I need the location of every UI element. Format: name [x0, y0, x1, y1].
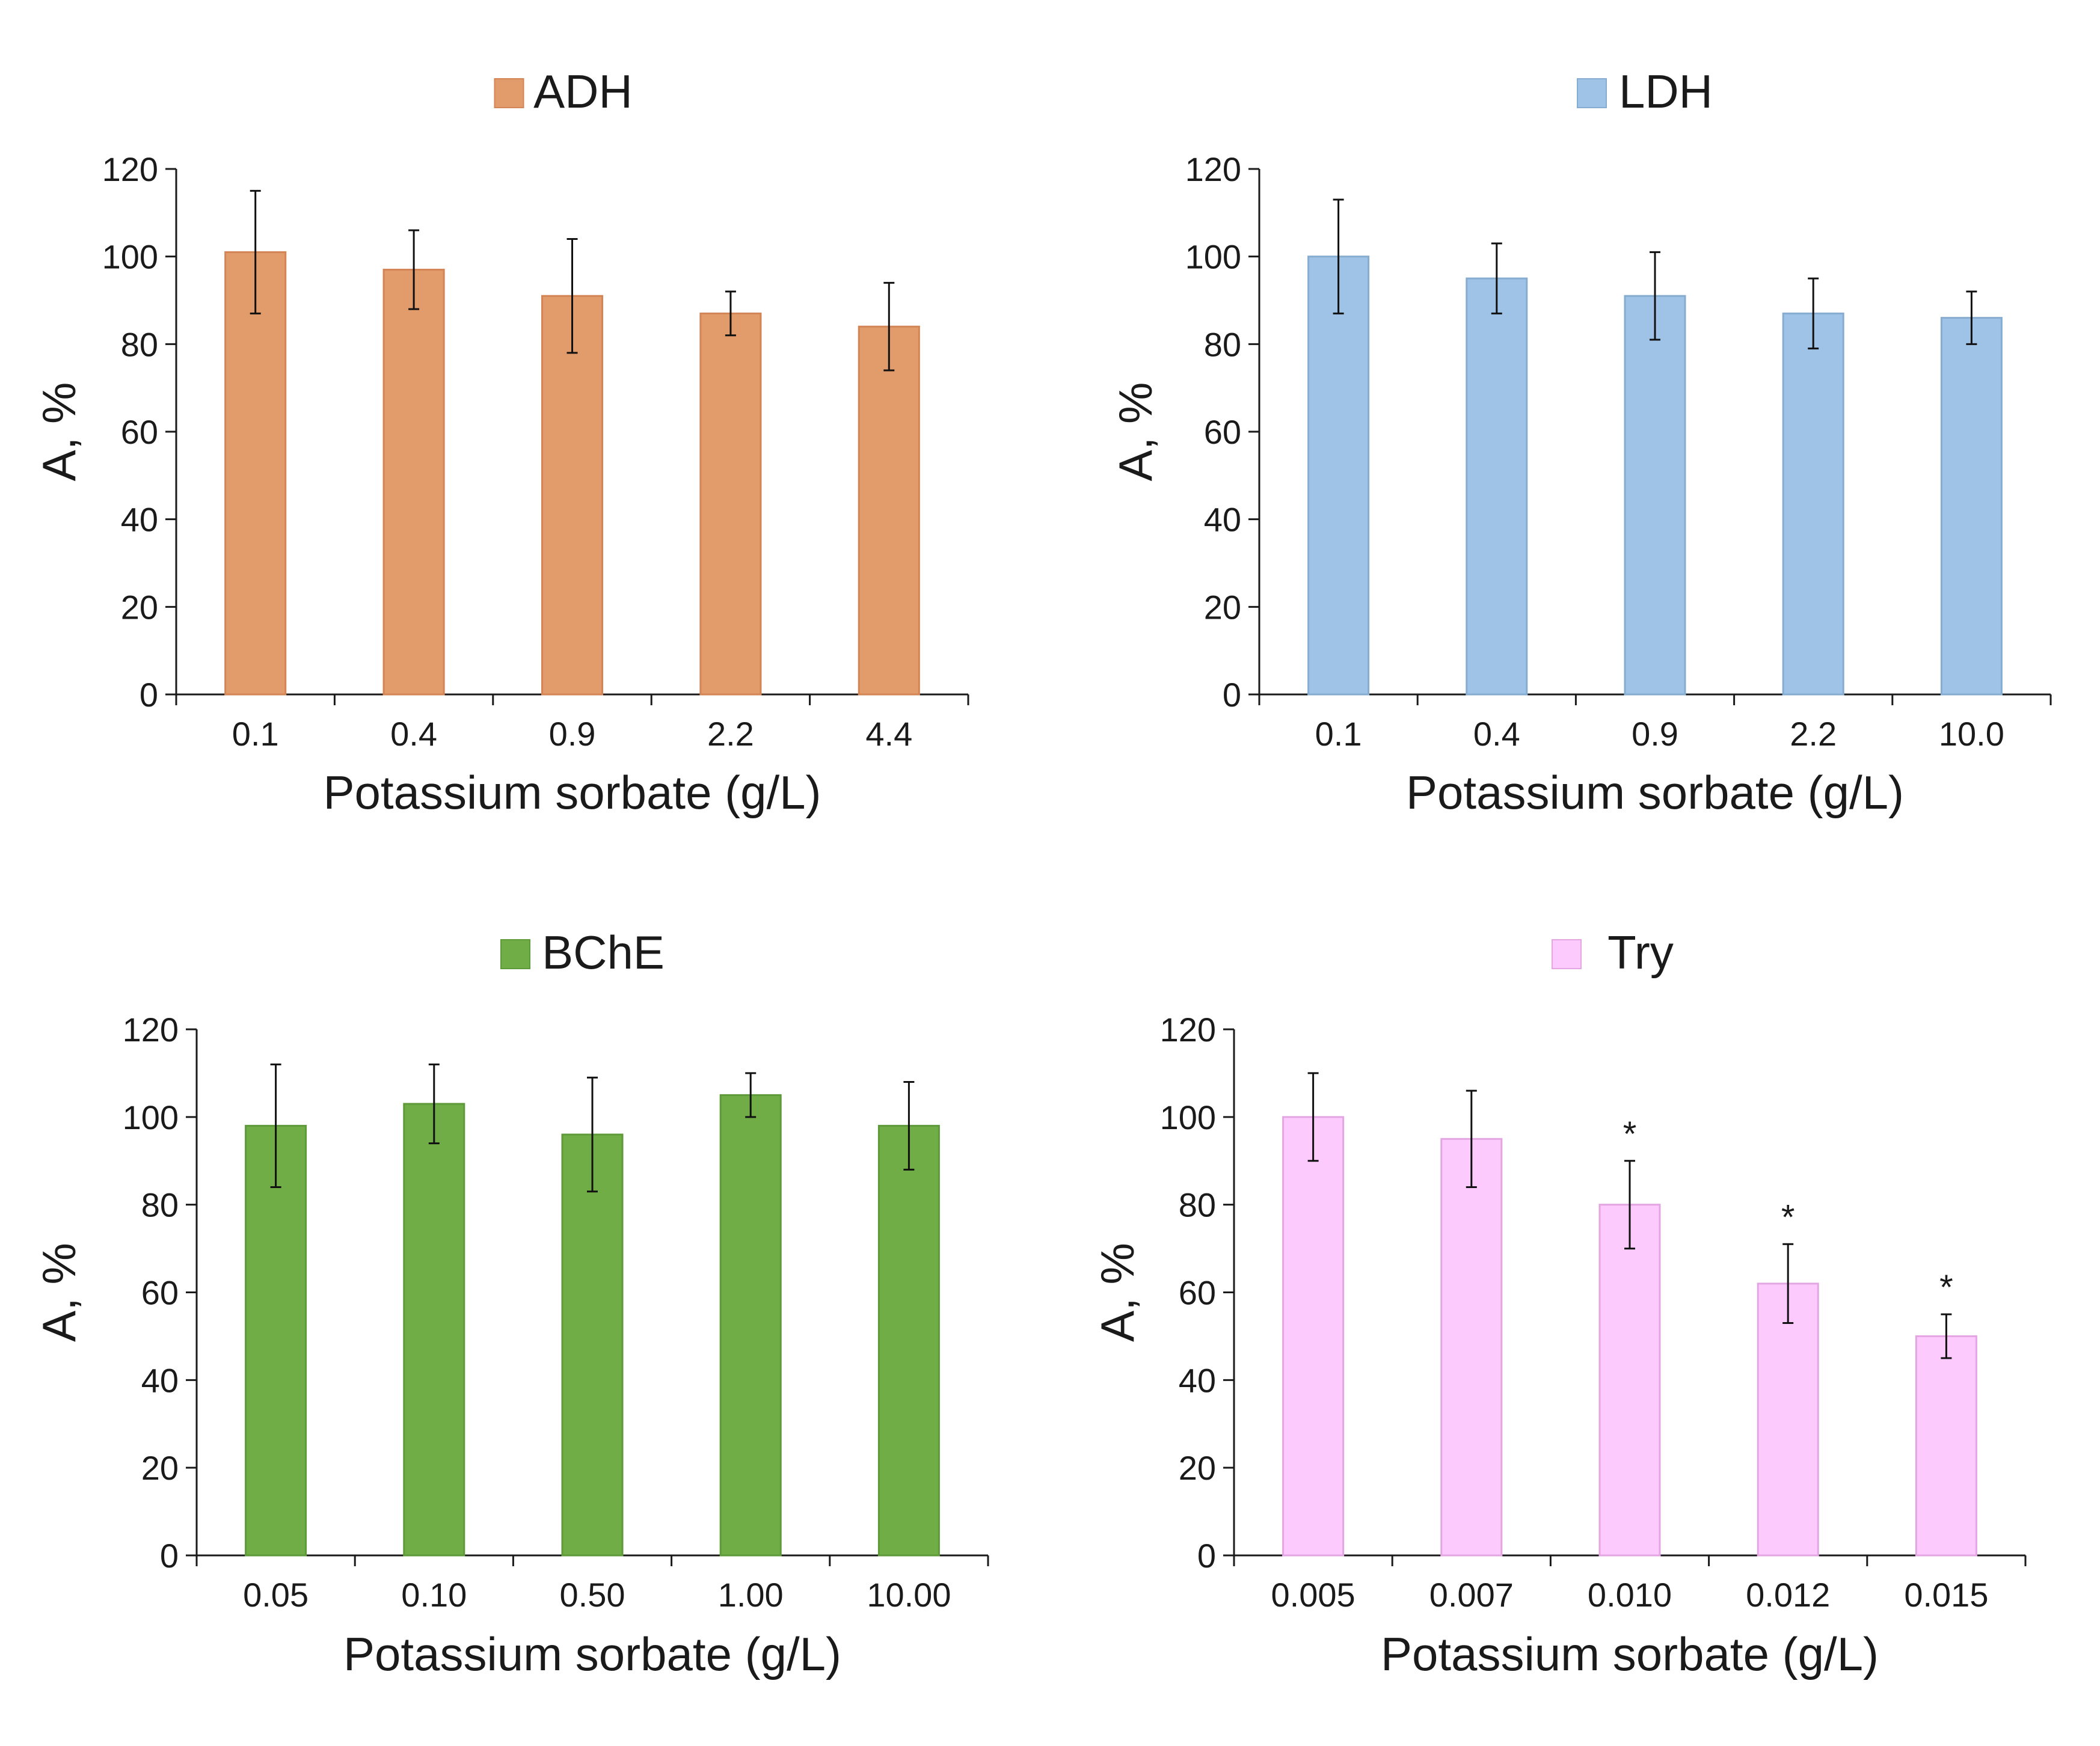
significance-marker: *	[1623, 1115, 1637, 1154]
x-tick-label: 10.00	[867, 1576, 951, 1614]
x-tick-label: 0.50	[560, 1576, 625, 1614]
x-axis-title: Potassium sorbate (g/L)	[1381, 1628, 1879, 1680]
x-tick-label: 0.1	[1315, 715, 1362, 753]
x-tick-label: 0.10	[401, 1576, 467, 1614]
y-tick-label: 0	[1197, 1537, 1216, 1575]
bar	[699, 312, 762, 696]
legend-swatch	[500, 939, 530, 969]
x-tick-label: 0.010	[1588, 1576, 1672, 1614]
y-tick-label: 100	[1160, 1098, 1216, 1136]
y-tick-label: 40	[121, 501, 158, 539]
x-tick-label: 0.05	[243, 1576, 309, 1614]
significance-marker: *	[1939, 1268, 1953, 1307]
legend-swatch	[1577, 78, 1607, 108]
bar	[1624, 295, 1686, 696]
legend-swatch	[494, 78, 524, 108]
y-tick-label: 20	[1179, 1449, 1216, 1487]
y-axis-title: A, %	[32, 382, 85, 482]
y-tick-label: 40	[1179, 1361, 1216, 1399]
bar	[1282, 1116, 1345, 1557]
x-tick-label: 0.005	[1271, 1576, 1355, 1614]
y-tick-label: 100	[1185, 238, 1241, 276]
bar	[1940, 317, 2003, 696]
y-tick-label: 80	[1179, 1186, 1216, 1224]
y-tick-label: 120	[1160, 1011, 1216, 1049]
bar	[541, 295, 604, 696]
bar	[245, 1124, 307, 1557]
bar	[403, 1103, 465, 1557]
y-tick-label: 120	[123, 1011, 179, 1049]
y-tick-label: 100	[102, 238, 158, 276]
bar	[719, 1094, 782, 1557]
x-tick-label: 2.2	[1790, 715, 1837, 753]
x-tick-label: 2.2	[707, 715, 754, 753]
x-tick-label: 0.9	[1632, 715, 1678, 753]
y-axis-title: A, %	[1091, 1243, 1144, 1342]
bar	[1915, 1335, 1977, 1557]
y-tick-label: 40	[1204, 501, 1241, 539]
bar	[224, 251, 287, 696]
y-tick-label: 20	[141, 1449, 179, 1487]
y-tick-label: 80	[141, 1186, 179, 1224]
y-tick-label: 80	[1204, 325, 1241, 363]
y-tick-label: 40	[141, 1361, 179, 1399]
y-axis-title: A, %	[1109, 382, 1162, 482]
x-tick-label: 4.4	[865, 715, 912, 753]
x-axis-title: Potassium sorbate (g/L)	[343, 1628, 841, 1680]
x-tick-label: 0.4	[1473, 715, 1520, 753]
y-tick-label: 0	[160, 1537, 179, 1575]
y-tick-label: 100	[123, 1098, 179, 1136]
x-tick-label: 0.015	[1904, 1576, 1988, 1614]
x-tick-label: 0.9	[549, 715, 596, 753]
y-tick-label: 80	[121, 325, 158, 363]
chart-panel-ldh: LDH 0 20 40 60 80 100 120 0.1 0.4 0.9 2.2 10.0 Potass…	[1109, 65, 2052, 819]
bar	[877, 1124, 940, 1557]
x-tick-label: 0.007	[1429, 1576, 1514, 1614]
x-axis-title: Potassium sorbate (g/L)	[323, 766, 821, 819]
y-tick-label: 120	[102, 150, 158, 188]
legend-label: LDH	[1619, 65, 1713, 118]
bar	[382, 269, 445, 696]
bar	[1782, 312, 1844, 696]
legend-label: Try	[1607, 926, 1674, 979]
y-tick-label: 60	[1204, 413, 1241, 451]
y-tick-label: 120	[1185, 150, 1241, 188]
y-tick-label: 60	[121, 413, 158, 451]
bar	[1757, 1282, 1819, 1557]
x-tick-label: 10.0	[1939, 715, 2004, 753]
y-tick-label: 60	[141, 1274, 179, 1312]
bar	[561, 1133, 624, 1557]
significance-marker: *	[1781, 1198, 1795, 1237]
legend-label: BChE	[542, 926, 665, 979]
chart-panel-try: Try 0 20 40 60 80 100 120 0.005 0.007 0.010 * 0.012 *…	[1091, 926, 2027, 1680]
legend-label: ADH	[533, 65, 633, 118]
y-tick-label: 0	[1223, 676, 1241, 714]
y-tick-label: 20	[1204, 588, 1241, 626]
bar	[858, 325, 920, 696]
x-tick-label: 1.00	[718, 1576, 784, 1614]
x-tick-label: 0.012	[1746, 1576, 1830, 1614]
bar	[1466, 277, 1528, 696]
bar	[1598, 1204, 1661, 1557]
x-axis-title: Potassium sorbate (g/L)	[1406, 766, 1904, 819]
y-tick-label: 60	[1179, 1274, 1216, 1312]
legend-swatch	[1552, 939, 1582, 969]
x-tick-label: 0.1	[232, 715, 279, 753]
y-tick-label: 0	[140, 676, 158, 714]
bar	[1307, 256, 1370, 696]
bar	[1440, 1138, 1503, 1557]
y-axis-title: A, %	[32, 1243, 85, 1342]
chart-panel-bche: BChE 0 20 40 60 80 100 120 0.05 0.10 0.50 1.00 10.00…	[32, 926, 989, 1680]
chart-panel-adh: ADH 0 20 40 60 80 100 120 0.1 0.4 0.9 2.2 4.4 Potassi…	[32, 65, 969, 819]
y-tick-label: 20	[121, 588, 158, 626]
x-tick-label: 0.4	[390, 715, 437, 753]
